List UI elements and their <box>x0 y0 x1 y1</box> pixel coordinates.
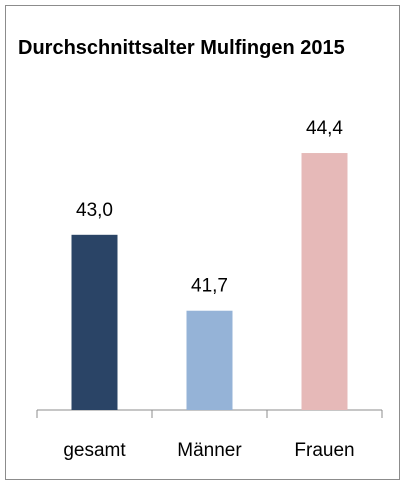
chart-title: Durchschnittsalter Mulfingen 2015 <box>18 37 345 59</box>
value-label: 41,7 <box>191 276 228 297</box>
x-tick-label: Männer <box>177 440 242 461</box>
bar <box>186 310 233 410</box>
title-box: Durchschnittsalter Mulfingen 2015 <box>18 37 345 59</box>
bar <box>301 153 348 411</box>
value-label: 43,0 <box>76 200 113 221</box>
x-tick-label: gesamt <box>63 440 126 461</box>
x-tick-label: Frauen <box>294 440 354 461</box>
bar <box>71 234 118 410</box>
value-label: 44,4 <box>306 118 343 139</box>
